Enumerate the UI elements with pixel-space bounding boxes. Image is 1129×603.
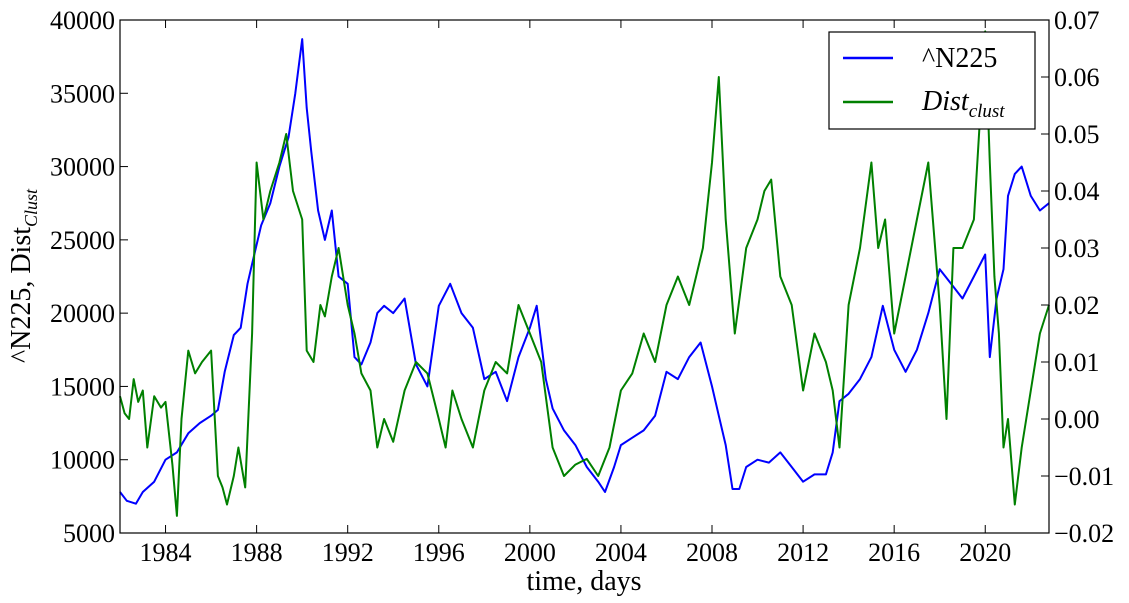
x-axis-title: time, days (526, 566, 641, 597)
x-tick-label: 2012 (777, 538, 829, 567)
y-axis-title-main: ^N225, Dist (6, 227, 37, 363)
y-right-tick-label: 0.00 (1054, 405, 1100, 434)
y-right-tick-label: 0.02 (1054, 291, 1100, 320)
y-right-tick-label: 0.01 (1054, 348, 1100, 377)
y-left-tick-label: 25000 (50, 226, 115, 255)
y-right-axis-ticks: −0.02 −0.01 0.00 0.01 0.02 0.03 0.04 0.05 0.06 0.… (1041, 6, 1114, 548)
y-axis-title-sub: Clust (21, 188, 41, 227)
y-axis-title: ^N225, DistClust (6, 188, 41, 363)
legend-label-dist: Distclust (921, 86, 1005, 122)
x-tick-label: 2016 (868, 538, 920, 567)
x-tick-label: 1996 (413, 538, 465, 567)
y-left-tick-label: 30000 (50, 153, 115, 182)
x-tick-label: 2004 (595, 538, 647, 567)
x-tick-label: 2008 (686, 538, 738, 567)
y-right-tick-label: −0.01 (1054, 462, 1114, 491)
x-tick-label: 2020 (959, 538, 1011, 567)
series-layer (119, 30, 1050, 517)
legend: ^N225 Distclust (828, 31, 1036, 130)
y-left-tick-label: 10000 (50, 446, 115, 475)
y-left-tick-label: 35000 (50, 79, 115, 108)
y-left-tick-label: 20000 (50, 299, 115, 328)
y-right-tick-label: −0.02 (1054, 519, 1114, 548)
x-axis-ticks: 1984 1988 1992 1996 2000 2004 2008 2012 2016 2020 (140, 20, 1011, 567)
y-right-tick-label: 0.05 (1054, 120, 1100, 149)
y-right-tick-label: 0.03 (1054, 234, 1100, 263)
y-left-tick-label: 15000 (50, 372, 115, 401)
series-line-dist-clust (119, 30, 1050, 517)
y-axis-title-group: ^N225, DistClust (6, 188, 41, 363)
y-left-tick-label: 40000 (50, 6, 115, 35)
y-left-axis-ticks: 5000 10000 15000 20000 25000 30000 35000 40000 (50, 6, 128, 548)
y-right-tick-label: 0.06 (1054, 63, 1100, 92)
series-line-n225 (119, 38, 1050, 505)
y-right-tick-label: 0.07 (1054, 6, 1100, 35)
x-tick-label: 2000 (504, 538, 556, 567)
legend-label-dist-main: Dist (921, 86, 970, 117)
x-tick-label: 1984 (140, 538, 192, 567)
y-right-tick-label: 0.04 (1054, 177, 1100, 206)
plot-frame (119, 19, 1050, 534)
y-left-tick-label: 5000 (63, 519, 115, 548)
legend-box (828, 31, 1036, 130)
x-tick-label: 1992 (322, 538, 374, 567)
legend-label-dist-sub: clust (969, 101, 1006, 122)
x-tick-label: 1988 (231, 538, 283, 567)
legend-label-n225: ^N225 (922, 43, 997, 74)
